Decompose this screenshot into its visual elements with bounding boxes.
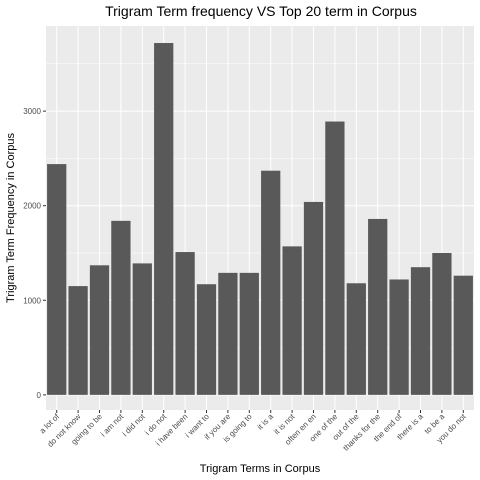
bar <box>111 220 131 395</box>
plot-panel <box>46 26 474 410</box>
x-tick-label: i did not <box>121 412 148 439</box>
bar <box>239 272 259 395</box>
bar <box>432 252 452 395</box>
y-tick-label: 1000 <box>23 296 41 305</box>
y-tick-label: 3000 <box>23 107 41 116</box>
bar <box>453 275 473 395</box>
bar <box>368 218 388 395</box>
bar <box>47 164 67 395</box>
bar <box>218 272 238 395</box>
bars <box>47 43 473 395</box>
bar <box>175 252 195 395</box>
bar <box>132 263 152 395</box>
x-axis-label: Trigram Terms in Corpus <box>200 463 321 475</box>
bar <box>89 265 110 395</box>
bar <box>68 286 88 395</box>
y-tick-label: 0 <box>37 391 42 400</box>
bar <box>196 284 217 395</box>
y-tick-label: 2000 <box>23 202 41 211</box>
bar <box>303 201 324 395</box>
y-axis: 0 1000 2000 3000 <box>23 107 46 400</box>
bar <box>325 121 345 395</box>
bar <box>282 246 302 395</box>
bar <box>389 279 409 395</box>
y-axis-label: Trigram Term Frequency in Corpus <box>5 133 17 303</box>
bar <box>261 170 281 395</box>
bar <box>346 283 366 395</box>
bar <box>410 267 431 395</box>
bar <box>154 43 174 395</box>
chart-title: Trigram Term frequency VS Top 20 term in… <box>105 3 417 19</box>
